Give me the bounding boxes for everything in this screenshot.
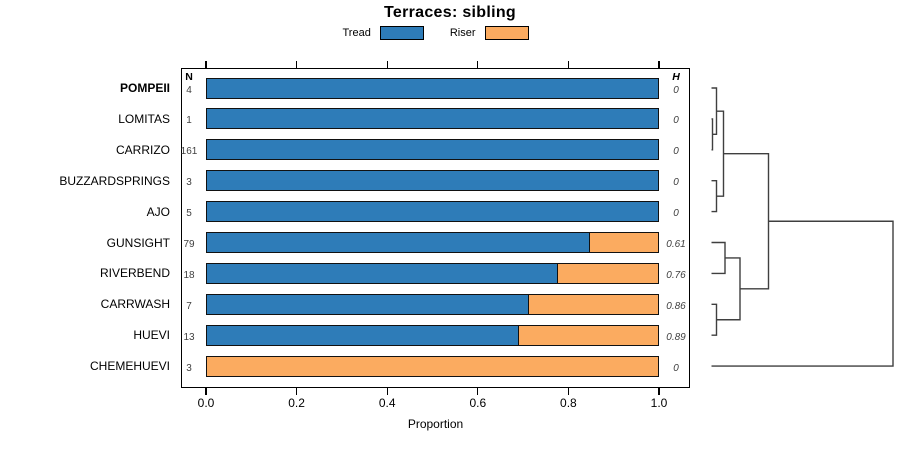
bar-ajo xyxy=(206,201,659,223)
n-value-chemehuevi: 3 xyxy=(186,362,192,374)
x-tick-bottom xyxy=(386,388,388,395)
row-label-lomitas: LOMITAS xyxy=(118,111,170,126)
x-tick-bottom xyxy=(658,388,660,395)
x-tick-bottom xyxy=(295,388,298,395)
h-value-carrwash: 0.86 xyxy=(666,300,686,312)
row-label-chemehuevi: CHEMEHUEVI xyxy=(89,359,170,374)
x-tick-label: 0.6 xyxy=(469,396,487,410)
x-tick-top xyxy=(386,61,388,68)
bar-segment-tread xyxy=(206,293,530,315)
bar-segment-riser xyxy=(527,293,659,315)
h-value-lomitas: 0 xyxy=(673,115,679,127)
h-value-buzzardsprings: 0 xyxy=(673,177,679,189)
n-value-carrwash: 7 xyxy=(186,300,192,312)
bar-segment-riser xyxy=(206,355,659,377)
bar-segment-riser xyxy=(517,324,659,346)
row-label-ajo: AJO xyxy=(146,204,170,219)
dendrogram xyxy=(711,87,894,367)
bar-segment-tread xyxy=(206,201,659,223)
bar-chemehuevi xyxy=(206,355,659,377)
chart-title: Terraces: sibling xyxy=(384,4,516,21)
row-label-carrwash: CARRWASH xyxy=(100,297,170,312)
bar-riverbend xyxy=(206,262,659,284)
x-axis-label: Proportion xyxy=(407,417,464,431)
x-tick-top xyxy=(567,61,570,68)
bar-segment-tread xyxy=(206,232,591,253)
n-value-buzzardsprings: 3 xyxy=(186,177,192,189)
h-value-ajo: 0 xyxy=(673,208,679,220)
bar-lomitas xyxy=(206,108,659,130)
row-label-huevi: HUEVI xyxy=(133,328,170,343)
bar-segment-tread xyxy=(206,262,559,284)
bar-pompeii xyxy=(206,77,659,99)
row-label-buzzardsprings: BUZZARDSPRINGS xyxy=(59,173,170,188)
bar-segment-tread xyxy=(206,170,659,192)
h-value-chemehuevi: 0 xyxy=(673,362,679,374)
bar-segment-riser xyxy=(556,262,659,284)
x-tick-label: 0.8 xyxy=(560,396,577,410)
x-tick-label: 0.0 xyxy=(197,396,215,410)
n-value-huevi: 13 xyxy=(183,331,195,343)
dendrogram-path xyxy=(711,87,894,367)
row-label-riverbend: RIVERBEND xyxy=(99,266,170,281)
bar-carrwash xyxy=(206,293,659,315)
bar-segment-riser xyxy=(588,232,659,253)
legend-item-riser: Riser xyxy=(450,26,529,40)
h-value-riverbend: 0.76 xyxy=(666,269,686,281)
h-value-huevi: 0.89 xyxy=(666,331,686,343)
n-value-ajo: 5 xyxy=(186,208,192,220)
legend-swatch-riser xyxy=(484,26,529,40)
legend-label-riser: Riser xyxy=(449,27,476,39)
x-tick-label: 0.2 xyxy=(288,396,305,410)
bar-buzzardsprings xyxy=(206,170,659,192)
h-value-gunsight: 0.61 xyxy=(666,239,686,250)
x-tick-label: 0.4 xyxy=(378,396,396,410)
legend: Tread Riser xyxy=(181,25,690,41)
n-column-header: N xyxy=(185,71,193,83)
plot-box xyxy=(181,68,690,388)
n-value-pompeii: 4 xyxy=(186,84,192,96)
x-tick-top xyxy=(205,61,207,68)
x-tick-bottom xyxy=(567,388,570,395)
legend-swatch-tread xyxy=(379,26,424,40)
row-label-carrizo: CARRIZO xyxy=(116,142,170,157)
x-tick-label: 1.0 xyxy=(650,396,668,410)
row-label-pompeii: POMPEII xyxy=(119,81,170,95)
legend-label-tread: Tread xyxy=(342,27,371,39)
h-column-header: H xyxy=(672,71,680,83)
bar-segment-tread xyxy=(206,139,659,161)
n-value-carrizo: 161 xyxy=(180,146,198,158)
bar-segment-tread xyxy=(206,108,659,130)
x-tick-bottom xyxy=(205,388,207,395)
row-label-gunsight: GUNSIGHT xyxy=(106,235,170,250)
n-value-riverbend: 18 xyxy=(183,269,195,281)
bar-carrizo xyxy=(206,139,659,161)
n-value-gunsight: 79 xyxy=(183,239,195,250)
bar-segment-tread xyxy=(206,324,520,346)
x-tick-top xyxy=(295,61,298,68)
h-value-carrizo: 0 xyxy=(673,146,679,158)
legend-item-tread: Tread xyxy=(343,26,424,40)
x-tick-bottom xyxy=(477,388,479,395)
h-value-pompeii: 0 xyxy=(673,84,679,96)
bar-segment-tread xyxy=(206,77,659,99)
bar-huevi xyxy=(206,324,659,346)
x-tick-top xyxy=(658,61,660,68)
x-tick-top xyxy=(477,61,479,68)
n-value-lomitas: 1 xyxy=(186,115,192,127)
bar-gunsight xyxy=(206,232,659,253)
